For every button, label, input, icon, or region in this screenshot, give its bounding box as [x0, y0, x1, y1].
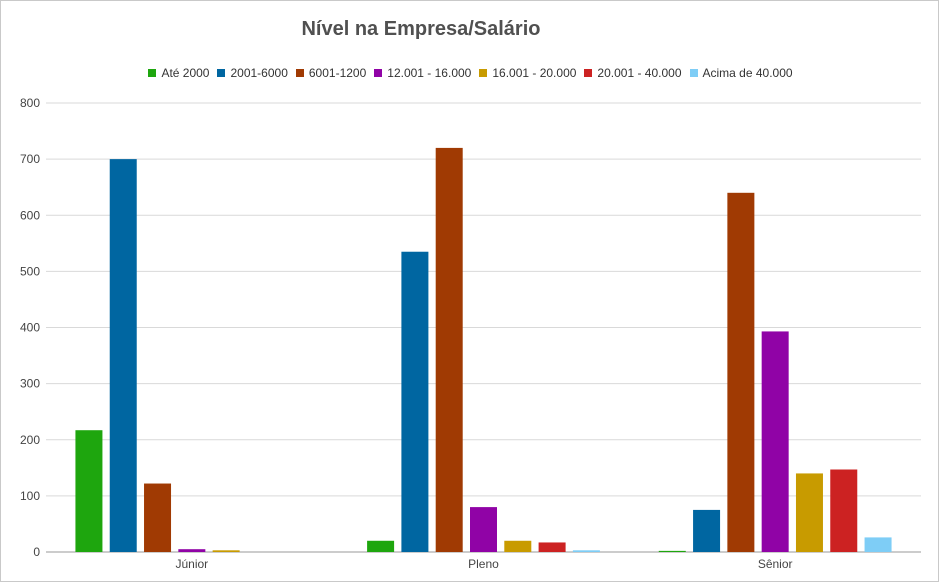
bar	[761, 331, 789, 552]
bar	[572, 550, 600, 552]
y-tick-label: 700	[20, 152, 40, 166]
bar	[693, 509, 721, 552]
bar	[109, 159, 137, 552]
y-tick-label: 800	[20, 96, 40, 110]
legend-swatch	[148, 69, 157, 77]
legend-swatch	[479, 69, 488, 77]
legend-swatch	[295, 69, 304, 77]
bar	[212, 550, 240, 552]
legend-swatch	[217, 69, 226, 77]
legend-swatch	[374, 69, 383, 77]
y-tick-label: 200	[20, 433, 40, 447]
bar	[830, 469, 858, 552]
legend-label: 12.001 - 16.000	[387, 66, 472, 80]
bar	[504, 540, 532, 552]
bar	[658, 550, 686, 552]
legend-label: 20.001 - 40.000	[597, 66, 682, 80]
bar	[401, 251, 429, 552]
bar	[795, 473, 823, 552]
legend-item: 16.001 - 20.000	[479, 66, 576, 80]
y-tick-label: 500	[20, 264, 40, 278]
legend-item: 2001-6000	[217, 66, 288, 80]
y-tick-label: 600	[20, 208, 40, 222]
bar	[470, 507, 497, 552]
x-tick-label: Pleno	[468, 557, 499, 571]
chart-title: Nível na Empresa/Salário	[301, 18, 541, 40]
bar	[727, 192, 755, 553]
legend-item: 6001-1200	[295, 66, 367, 80]
y-tick-label: 300	[20, 377, 40, 391]
x-tick-label: Sênior	[758, 557, 793, 571]
bar	[367, 540, 395, 552]
legend-item: Até 2000	[148, 66, 209, 80]
legend-label: 16.001 - 20.000	[492, 66, 577, 80]
y-tick-label: 400	[20, 321, 40, 335]
bar	[435, 147, 463, 552]
legend-item: Acima de 40.000	[689, 66, 793, 80]
chart-legend: Até 2000 2001-6000 6001-1200 12.001 - 16.00…	[1, 66, 939, 80]
y-tick-label: 100	[20, 489, 40, 503]
bar	[75, 430, 103, 552]
legend-swatch	[584, 69, 593, 77]
y-tick-label: 0	[33, 545, 40, 559]
bar	[178, 549, 206, 552]
bar	[538, 542, 566, 552]
legend-label: Até 2000	[161, 66, 210, 80]
legend-item: 12.001 - 16.000	[374, 66, 471, 80]
legend-label: 2001-6000	[230, 66, 288, 80]
legend-label: 6001-1200	[308, 66, 367, 80]
bar	[864, 537, 892, 552]
legend-label: Acima de 40.000	[702, 66, 793, 80]
legend-item: 20.001 - 40.000	[584, 66, 682, 80]
bar	[144, 483, 172, 552]
x-tick-label: Júnior	[175, 557, 208, 571]
legend-swatch	[689, 69, 698, 77]
